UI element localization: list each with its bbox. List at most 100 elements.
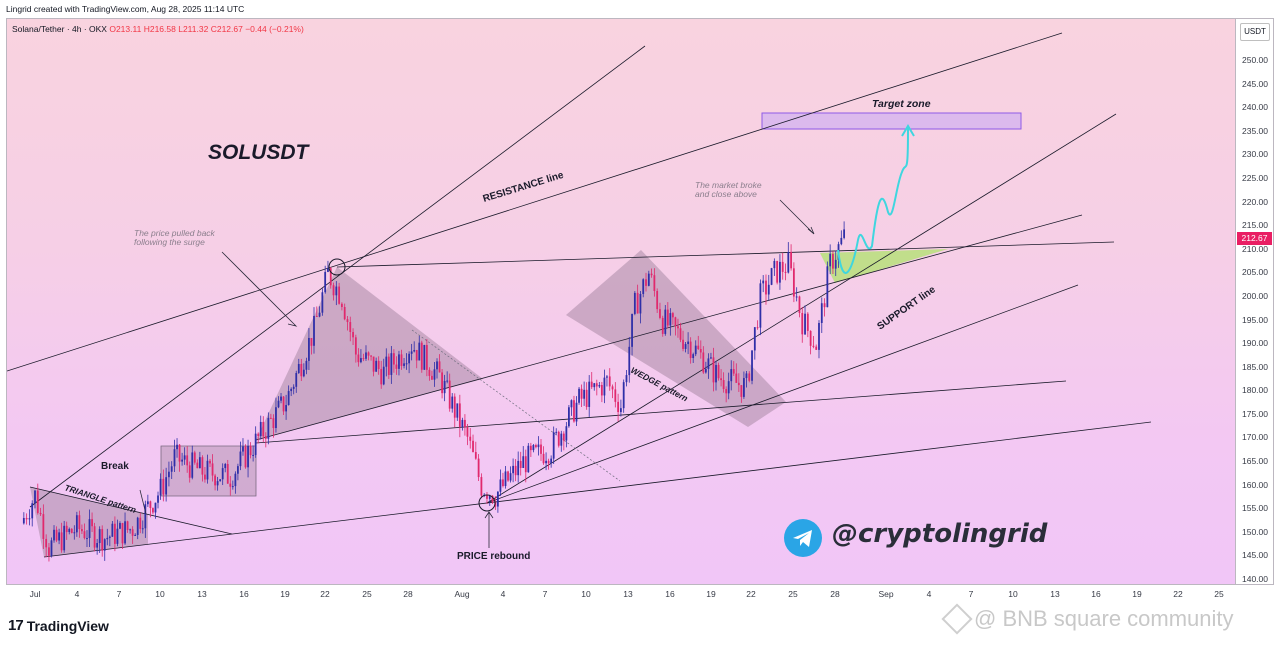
candle-body xyxy=(372,356,375,372)
time-tick: 19 xyxy=(1132,589,1142,599)
candle-body xyxy=(262,421,265,437)
candle-body xyxy=(418,342,421,361)
candle-body xyxy=(252,454,255,456)
candle-body xyxy=(144,504,147,529)
candle-body xyxy=(456,403,459,418)
candle-body xyxy=(31,503,34,519)
candle-body xyxy=(410,351,413,354)
candle-body xyxy=(779,261,781,283)
candle-body xyxy=(352,332,354,338)
candle-body xyxy=(529,445,532,451)
candle-body xyxy=(395,364,398,369)
candle-body xyxy=(647,273,650,286)
forecast-path xyxy=(837,124,915,274)
price-tick: 180.00 xyxy=(1242,385,1268,396)
candle-body xyxy=(840,237,843,245)
candle-body xyxy=(295,373,298,387)
pullback-note-line1: The price pulled back xyxy=(134,228,216,238)
price-tick: 205.00 xyxy=(1242,267,1268,278)
candle-body xyxy=(136,517,139,535)
time-tick: 4 xyxy=(74,589,80,599)
candle-body xyxy=(349,322,352,333)
candle-body xyxy=(101,529,104,551)
candle-body xyxy=(732,369,735,374)
candle-body xyxy=(335,286,338,296)
time-tick: 28 xyxy=(830,589,840,599)
time-tick: 19 xyxy=(706,589,716,599)
candle-body xyxy=(689,341,692,359)
candle-body xyxy=(257,433,260,437)
candle-body xyxy=(405,363,408,365)
time-axis[interactable] xyxy=(6,585,1236,605)
candle-body xyxy=(633,292,636,314)
author-handle: @cryptolingrid xyxy=(832,519,1048,549)
candle-body xyxy=(305,360,308,370)
candle-body xyxy=(517,460,520,476)
candle-body xyxy=(488,495,491,499)
candle-body xyxy=(659,309,661,318)
candle-body xyxy=(491,495,494,503)
candle-body xyxy=(446,380,449,382)
candle-body xyxy=(790,252,792,269)
candle-body xyxy=(707,358,710,369)
time-tick: 13 xyxy=(1050,589,1060,599)
candle-body xyxy=(196,462,199,469)
candle-body xyxy=(625,375,628,383)
candle-body xyxy=(159,478,162,496)
candle-body xyxy=(39,512,42,515)
candle-body xyxy=(593,383,596,388)
price-tick: 190.00 xyxy=(1242,338,1268,349)
candle-body xyxy=(622,382,625,409)
time-tick: 22 xyxy=(746,589,756,599)
candle-body xyxy=(542,453,545,464)
time-tick: 13 xyxy=(623,589,633,599)
time-tick: 7 xyxy=(542,589,548,599)
candle-body xyxy=(28,518,31,520)
candle-body xyxy=(570,400,573,408)
candle-body xyxy=(524,456,527,473)
break-label: Break xyxy=(101,461,129,472)
candle-body xyxy=(762,280,765,284)
pullback-pattern-area xyxy=(256,267,483,440)
candle-body xyxy=(552,432,555,459)
candle-body xyxy=(315,315,318,317)
candle-body xyxy=(191,452,194,478)
support-label: SUPPORT line xyxy=(875,284,938,332)
candle-body xyxy=(776,260,779,283)
pullback-high-circle xyxy=(328,258,346,276)
candle-body xyxy=(472,440,474,453)
candle-body xyxy=(209,460,211,464)
candle-body xyxy=(801,313,804,335)
candle-body xyxy=(829,253,832,267)
candle-body xyxy=(557,431,560,446)
price-tick: 170.00 xyxy=(1242,432,1268,443)
candle-body xyxy=(792,268,795,297)
candle-body xyxy=(535,445,537,448)
candle-body xyxy=(694,345,697,355)
price-tick: 215.00 xyxy=(1242,220,1268,231)
candle-body xyxy=(737,382,740,386)
channel-lower-line xyxy=(486,284,1079,504)
candle-body xyxy=(201,457,204,475)
candle-body xyxy=(770,268,773,285)
candle-body xyxy=(285,405,287,412)
candle-body xyxy=(671,313,674,318)
candle-body xyxy=(614,389,617,402)
candle-body xyxy=(269,417,272,419)
bnb-logo-icon xyxy=(941,603,973,635)
candle-body xyxy=(550,458,553,464)
price-axis-unit[interactable]: USDT xyxy=(1240,23,1270,41)
candle-body xyxy=(441,372,443,394)
candle-body xyxy=(357,354,360,363)
candle-body xyxy=(113,523,116,544)
candle-body xyxy=(370,355,372,357)
candle-body xyxy=(193,452,196,463)
candle-body xyxy=(715,364,717,383)
candle-body xyxy=(702,352,705,373)
candle-body xyxy=(697,345,700,350)
candle-body xyxy=(843,229,845,238)
candle-body xyxy=(224,464,227,469)
candle-body xyxy=(170,466,173,472)
candle-body xyxy=(645,279,647,286)
price-axis[interactable] xyxy=(1236,18,1274,585)
